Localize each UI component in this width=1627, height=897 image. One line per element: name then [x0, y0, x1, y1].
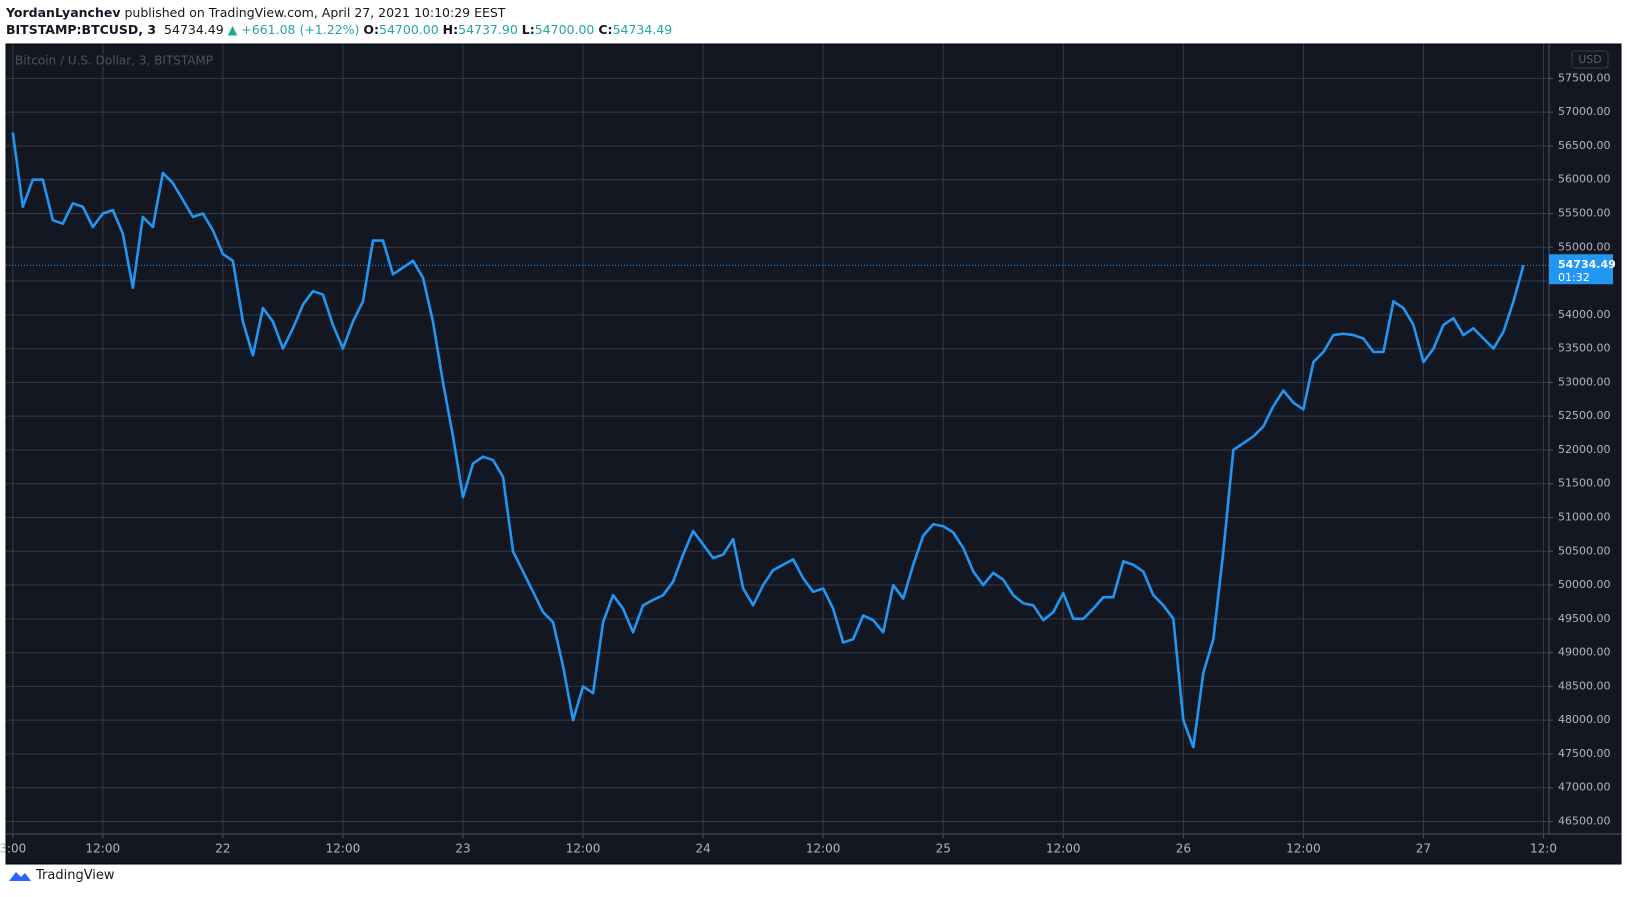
price-line [11, 132, 1525, 749]
grid [6, 44, 1549, 834]
symbol: BITSTAMP:BTCUSD, 3 [6, 22, 157, 37]
x-tick-label: 27 [1416, 842, 1431, 856]
y-tick-label: 53000.00 [1558, 375, 1611, 388]
axes: 46500.00 47000.00 47500.00 48000.00 48500.00… [0, 71, 1616, 855]
x-tick-label: 26 [1176, 842, 1191, 856]
y-tick-label: 50000.00 [1558, 578, 1611, 591]
high: 54737.90 [458, 22, 518, 37]
currency-badge [1571, 50, 1609, 69]
x-tick-label: 23 [455, 842, 470, 856]
y-tick-label: 52000.00 [1558, 443, 1611, 456]
author: YordanLyanchev [6, 5, 121, 20]
y-tick-label: 56000.00 [1558, 173, 1611, 186]
y-tick-label: 52500.00 [1558, 409, 1611, 422]
published: published on TradingView.com, April 27, … [124, 5, 506, 20]
publish-line: YordanLyanchev published on TradingView.… [6, 4, 672, 21]
x-tick-label: 12:00 [1286, 842, 1321, 856]
last-price-label: 54734.49 [1558, 258, 1616, 271]
y-tick-label: 49500.00 [1558, 612, 1611, 625]
x-tick-label: 12:00 [1046, 842, 1081, 856]
countdown: 01:32 [1558, 271, 1590, 284]
last-price-tag [1549, 254, 1613, 285]
low: 54700.00 [534, 22, 595, 37]
c-label: C: [598, 22, 613, 37]
l-label: L: [521, 22, 535, 37]
x-tick-label: 12:00 [566, 842, 601, 856]
last: 54734.49 [164, 22, 224, 37]
ohlc-line: BITSTAMP:BTCUSD, 3 54734.49 ▲ +661.08 (+… [6, 21, 672, 38]
brand: TradingView [36, 868, 115, 883]
logo [9, 871, 31, 881]
y-tick-label: 48000.00 [1558, 713, 1611, 726]
x-tick-label: 22 [215, 842, 230, 856]
plot [6, 132, 1549, 749]
y-tick-label: 50500.00 [1558, 544, 1611, 557]
y-tick-label: 57500.00 [1558, 71, 1611, 84]
y-tick-label: 46500.00 [1558, 815, 1611, 828]
y-tick-label: 55000.00 [1558, 240, 1611, 253]
y-tick-label: 51000.00 [1558, 511, 1611, 524]
x-tick-label: 25 [936, 842, 951, 856]
x-tick-label: 3:00 [0, 842, 26, 856]
open: 54700.00 [379, 22, 439, 37]
y-tick-label: 57000.00 [1558, 105, 1611, 118]
header: YordanLyanchev published on TradingView.… [6, 4, 672, 38]
x-tick-label: 12:00 [326, 842, 361, 856]
change: ▲ +661.08 (+1.22%) [227, 22, 360, 37]
y-tick-label: 56500.00 [1558, 139, 1611, 152]
chart-background [5, 43, 1622, 865]
footer: TradingView [8, 868, 115, 883]
x-tick-label: 12:0 [1530, 842, 1557, 856]
y-tick-label: 48500.00 [1558, 679, 1611, 692]
close: 54734.49 [612, 22, 673, 37]
y-tick-label: 51500.00 [1558, 477, 1611, 490]
y-tick-label: 54000.00 [1558, 308, 1611, 321]
x-tick-label: 24 [695, 842, 710, 856]
currency: USD [1578, 53, 1602, 66]
o-label: O: [363, 22, 380, 37]
x-tick-label: 12:00 [806, 842, 841, 856]
x-tick-label: 12:00 [86, 842, 121, 856]
y-tick-label: 49000.00 [1558, 646, 1611, 659]
y-tick-label: 47500.00 [1558, 747, 1611, 760]
y-tick-label: 53500.00 [1558, 342, 1611, 355]
y-tick-label: 47000.00 [1558, 781, 1611, 794]
h-label: H: [442, 22, 459, 37]
y-tick-label: 55500.00 [1558, 206, 1611, 219]
chart-title: Bitcoin / U.S. Dollar, 3, BITSTAMP [15, 54, 213, 68]
